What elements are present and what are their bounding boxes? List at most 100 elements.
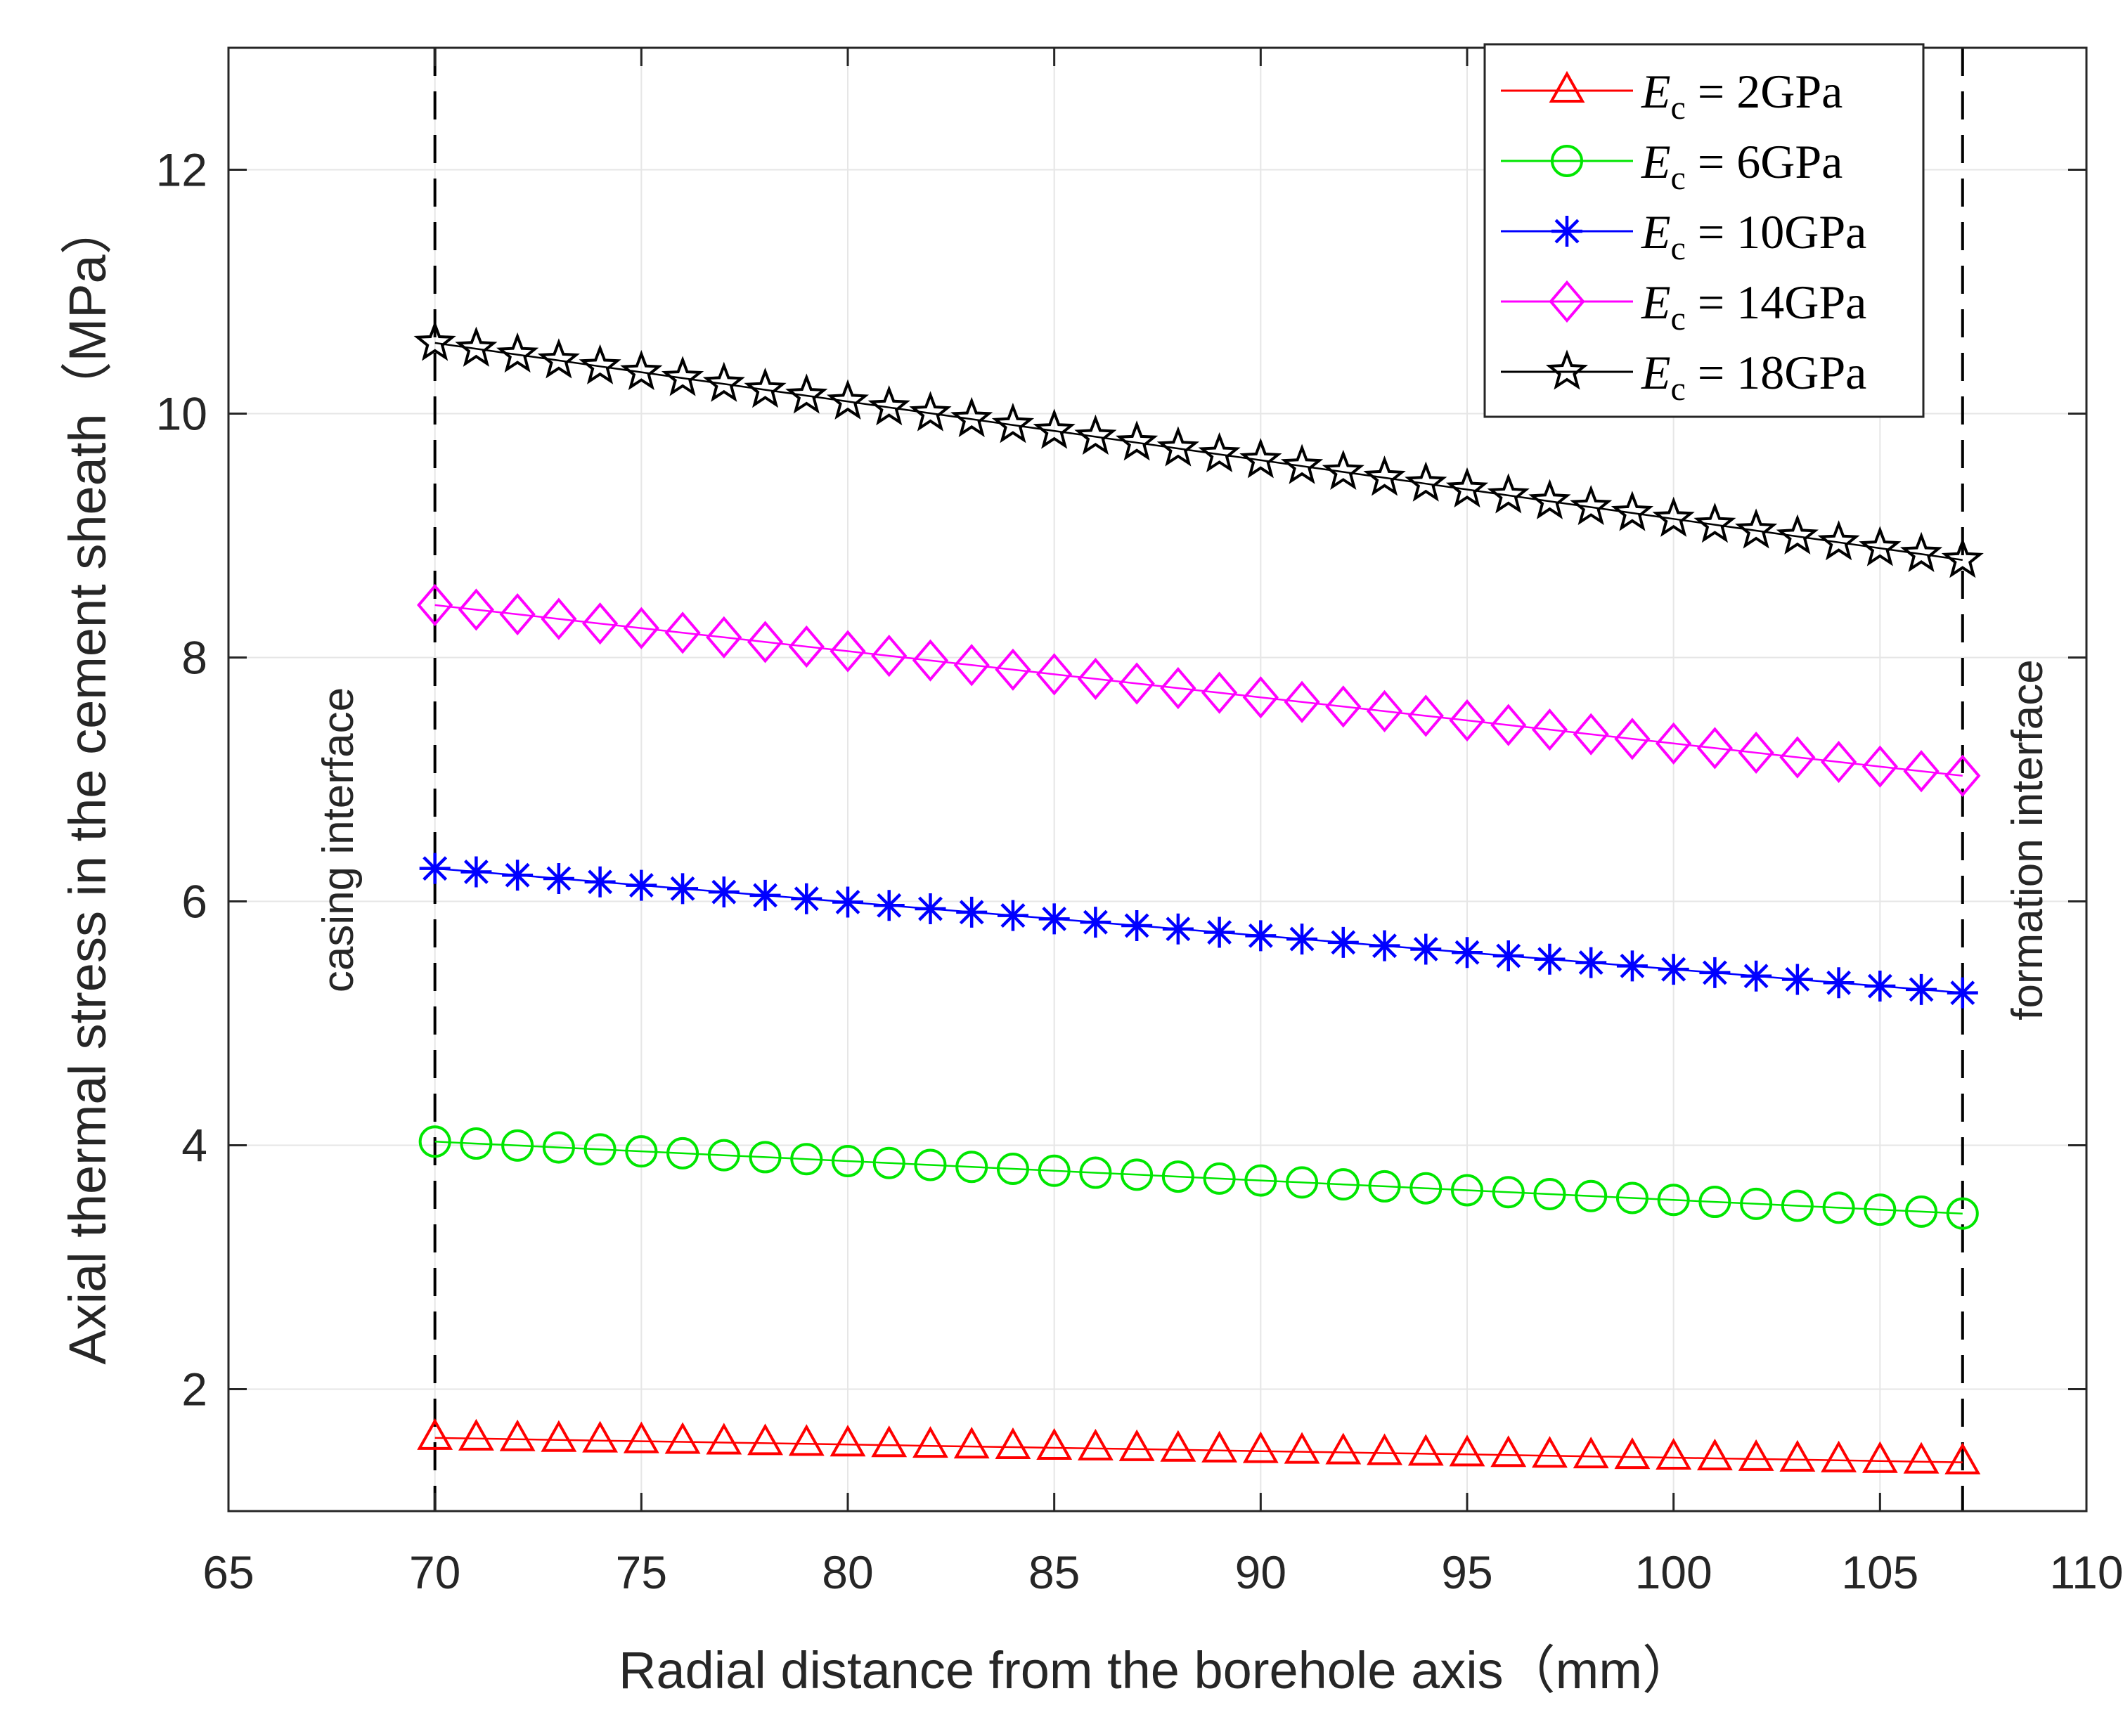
data-point xyxy=(995,1427,1031,1460)
data-point xyxy=(1079,1156,1112,1189)
series-14GPa xyxy=(417,583,1981,797)
data-point xyxy=(832,886,863,918)
data-point xyxy=(1861,745,1898,788)
data-point xyxy=(1203,1162,1236,1195)
data-point xyxy=(996,1153,1029,1186)
data-point xyxy=(1864,1193,1897,1226)
x-tick-label: 70 xyxy=(409,1546,460,1598)
data-point xyxy=(1327,1168,1360,1201)
data-point xyxy=(912,1426,948,1458)
data-point xyxy=(460,1127,493,1160)
legend-entry-14GPa: Ec = 14GPa xyxy=(1501,276,1866,337)
data-point xyxy=(1781,1189,1814,1222)
data-point xyxy=(1038,903,1070,935)
data-point xyxy=(1946,1197,1979,1230)
data-point xyxy=(872,1146,905,1179)
data-point xyxy=(1699,957,1731,988)
data-point xyxy=(1528,479,1571,519)
data-point xyxy=(747,621,784,663)
data-point xyxy=(1906,973,1937,1005)
legend-entry-2GPa: Ec = 2GPa xyxy=(1501,65,1843,127)
tick-labels: 65 70 75 80 85 90 95 100 105 110 2 4 6 8 10 12 xyxy=(156,144,2123,1599)
casing-interface-annotation: casing interface xyxy=(314,687,363,992)
data-point xyxy=(1859,526,1902,566)
data-point xyxy=(1490,704,1527,746)
data-point xyxy=(991,403,1035,443)
data-point xyxy=(541,597,577,640)
legend-label: Ec = 2GPa xyxy=(1641,65,1843,127)
data-point xyxy=(1822,1191,1855,1224)
data-point xyxy=(1033,408,1076,449)
data-point xyxy=(1533,1177,1566,1210)
data-point xyxy=(1657,1184,1690,1217)
data-point xyxy=(1410,933,1442,965)
data-point xyxy=(1614,718,1651,760)
data-point xyxy=(1409,1172,1443,1205)
data-point xyxy=(499,1419,536,1451)
data-point xyxy=(1369,930,1400,961)
data-point xyxy=(1492,1176,1525,1209)
y-axis-label: Axial thermal stress in the cement sheat… xyxy=(58,202,117,1364)
data-point xyxy=(1080,907,1111,938)
data-point xyxy=(664,1422,701,1454)
data-point xyxy=(1575,1179,1608,1212)
data-point xyxy=(867,385,910,426)
data-point xyxy=(458,1418,494,1451)
interface-lines xyxy=(433,48,1964,1511)
legend-label: Ec = 14GPa xyxy=(1641,276,1866,337)
data-point xyxy=(1325,1432,1362,1465)
data-point xyxy=(496,332,539,373)
data-point xyxy=(1821,1440,1857,1472)
data-point xyxy=(1820,741,1857,784)
data-point xyxy=(832,1144,864,1177)
data-point xyxy=(950,396,993,437)
data-point xyxy=(790,1143,823,1176)
series-6GPa xyxy=(418,1125,1979,1230)
x-tick-label: 75 xyxy=(616,1546,667,1598)
x-tick-label: 85 xyxy=(1028,1546,1080,1598)
legend-label: Ec = 10GPa xyxy=(1641,205,1866,267)
y-tick-label: 6 xyxy=(181,876,207,928)
data-point xyxy=(953,644,990,687)
data-point xyxy=(1161,1160,1194,1193)
data-point xyxy=(502,860,534,891)
data-point xyxy=(912,639,949,682)
data-point xyxy=(1156,426,1199,467)
data-point xyxy=(501,1129,534,1162)
data-point xyxy=(1284,1432,1320,1464)
data-point xyxy=(1036,1427,1073,1460)
data-point xyxy=(1947,977,1978,1009)
data-point xyxy=(1781,964,1813,995)
data-point xyxy=(1573,1437,1609,1469)
data-point xyxy=(1698,1186,1731,1219)
data-point xyxy=(1944,1442,1981,1475)
data-point xyxy=(1487,473,1530,514)
data-point xyxy=(1452,937,1483,969)
data-point xyxy=(955,1151,988,1184)
data-point xyxy=(1903,750,1940,793)
data-point xyxy=(1201,1430,1238,1463)
data-point xyxy=(1693,502,1736,543)
data-point xyxy=(1038,1154,1071,1187)
data-point xyxy=(1449,699,1485,742)
data-point xyxy=(625,1135,658,1168)
y-tick-label: 10 xyxy=(156,388,207,440)
legend-entry-10GPa: Ec = 10GPa xyxy=(1501,205,1866,267)
x-tick-label: 110 xyxy=(2049,1546,2123,1598)
data-point xyxy=(1077,657,1114,701)
data-point xyxy=(543,863,574,895)
data-point xyxy=(581,602,619,645)
y-tick-label: 8 xyxy=(181,632,207,684)
data-point xyxy=(418,1125,451,1158)
data-point xyxy=(744,367,787,408)
data-point xyxy=(1162,913,1194,945)
legend-entry-18GPa: Ec = 18GPa xyxy=(1501,346,1866,408)
data-point xyxy=(1367,1433,1402,1465)
data-point xyxy=(1696,727,1734,770)
series-2GPa xyxy=(417,1418,1981,1475)
data-point xyxy=(785,373,828,414)
y-tick-label: 4 xyxy=(181,1120,207,1172)
data-point xyxy=(1823,967,1854,999)
data-point xyxy=(1531,708,1568,751)
